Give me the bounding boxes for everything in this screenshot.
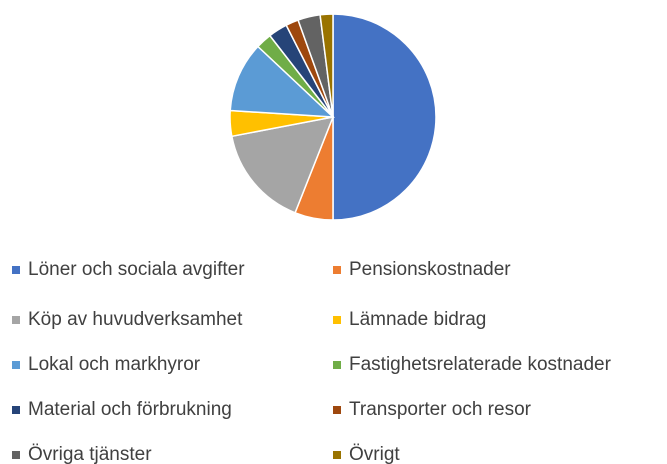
- legend-swatch: [333, 406, 341, 414]
- legend-label: Övrigt: [349, 444, 400, 464]
- legend-label: Pensionskostnader: [349, 259, 511, 280]
- legend-swatch: [12, 266, 20, 274]
- legend-label: Lämnade bidrag: [349, 309, 486, 330]
- legend-swatch: [12, 361, 20, 369]
- legend-swatch: [333, 451, 341, 459]
- pie-slice: [319, 13, 334, 118]
- legend-swatch: [333, 266, 341, 274]
- pie-slice: [230, 116, 335, 214]
- legend-swatch: [12, 316, 20, 324]
- pie-slice: [229, 45, 336, 118]
- legend-label: Material och förbrukning: [28, 399, 232, 420]
- legend-label: Fastighetsrelaterade kostnader: [349, 354, 612, 375]
- legend-swatch: [12, 451, 20, 459]
- legend-label: Transporter och resor: [349, 399, 532, 420]
- legend-label: Löner och sociala avgifter: [28, 259, 245, 280]
- legend-swatch: [333, 361, 341, 369]
- legend-label: Köp av huvudverksamhet: [28, 309, 243, 330]
- pie-slice: [332, 13, 437, 221]
- legend-label: Övriga tjänster: [28, 444, 152, 464]
- legend-swatch: [12, 406, 20, 414]
- legend-label: Lokal och markhyror: [28, 354, 201, 375]
- legend-swatch: [333, 316, 341, 324]
